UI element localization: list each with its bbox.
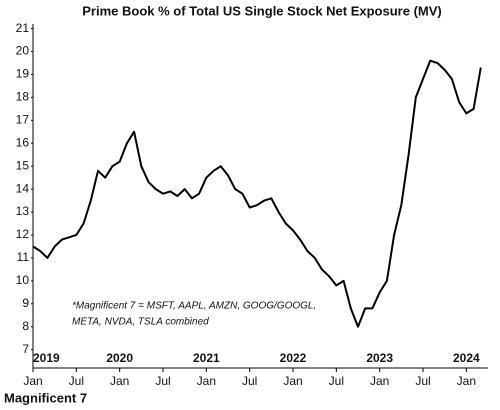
- annotation: META, NVDA, TSLA combined: [72, 317, 209, 328]
- y-tick-label: 12: [16, 227, 30, 241]
- chart-title: Prime Book % of Total US Single Stock Ne…: [82, 3, 441, 18]
- x-tick-label: Jul: [329, 374, 344, 388]
- y-tick-label: 18: [16, 90, 30, 104]
- x-year-label: 2022: [280, 351, 307, 365]
- y-tick-label: 14: [16, 181, 30, 195]
- y-tick-label: 10: [16, 273, 30, 287]
- x-year-label: 2021: [193, 351, 220, 365]
- data-line: [32, 59, 482, 328]
- y-tick-label: 7: [22, 342, 29, 356]
- y-tick-label: 21: [16, 21, 30, 35]
- x-year-label: 2023: [366, 351, 393, 365]
- y-tick-label: 17: [16, 112, 30, 126]
- footer: Magnificent 7: [4, 390, 87, 405]
- x-tick-label: Jan: [457, 374, 476, 388]
- x-year-label: 2019: [33, 351, 60, 365]
- y-tick-label: 19: [16, 67, 30, 81]
- y-tick-label: 16: [16, 135, 30, 149]
- x-tick-label: Jul: [69, 374, 84, 388]
- x-tick-label: Jan: [110, 374, 129, 388]
- y-tick-label: 20: [16, 44, 30, 58]
- y-tick-label: 13: [16, 204, 30, 218]
- x-tick-label: Jan: [23, 374, 42, 388]
- y-tick-label: 9: [22, 296, 29, 310]
- x-year-label: 2020: [106, 351, 133, 365]
- x-year-label: 2024: [453, 351, 480, 365]
- y-tick-label: 15: [16, 158, 30, 172]
- annotation: *Magnificent 7 = MSFT, AAPL, AMZN, GOOG/…: [72, 301, 316, 312]
- x-tick-label: Jul: [242, 374, 257, 388]
- y-tick-label: 11: [17, 250, 30, 264]
- x-tick-label: Jul: [155, 374, 170, 388]
- x-tick-label: Jan: [283, 374, 302, 388]
- x-tick-label: Jan: [370, 374, 389, 388]
- x-tick-label: Jan: [197, 374, 216, 388]
- y-tick-label: 8: [22, 319, 29, 333]
- x-tick-label: Jul: [415, 374, 430, 388]
